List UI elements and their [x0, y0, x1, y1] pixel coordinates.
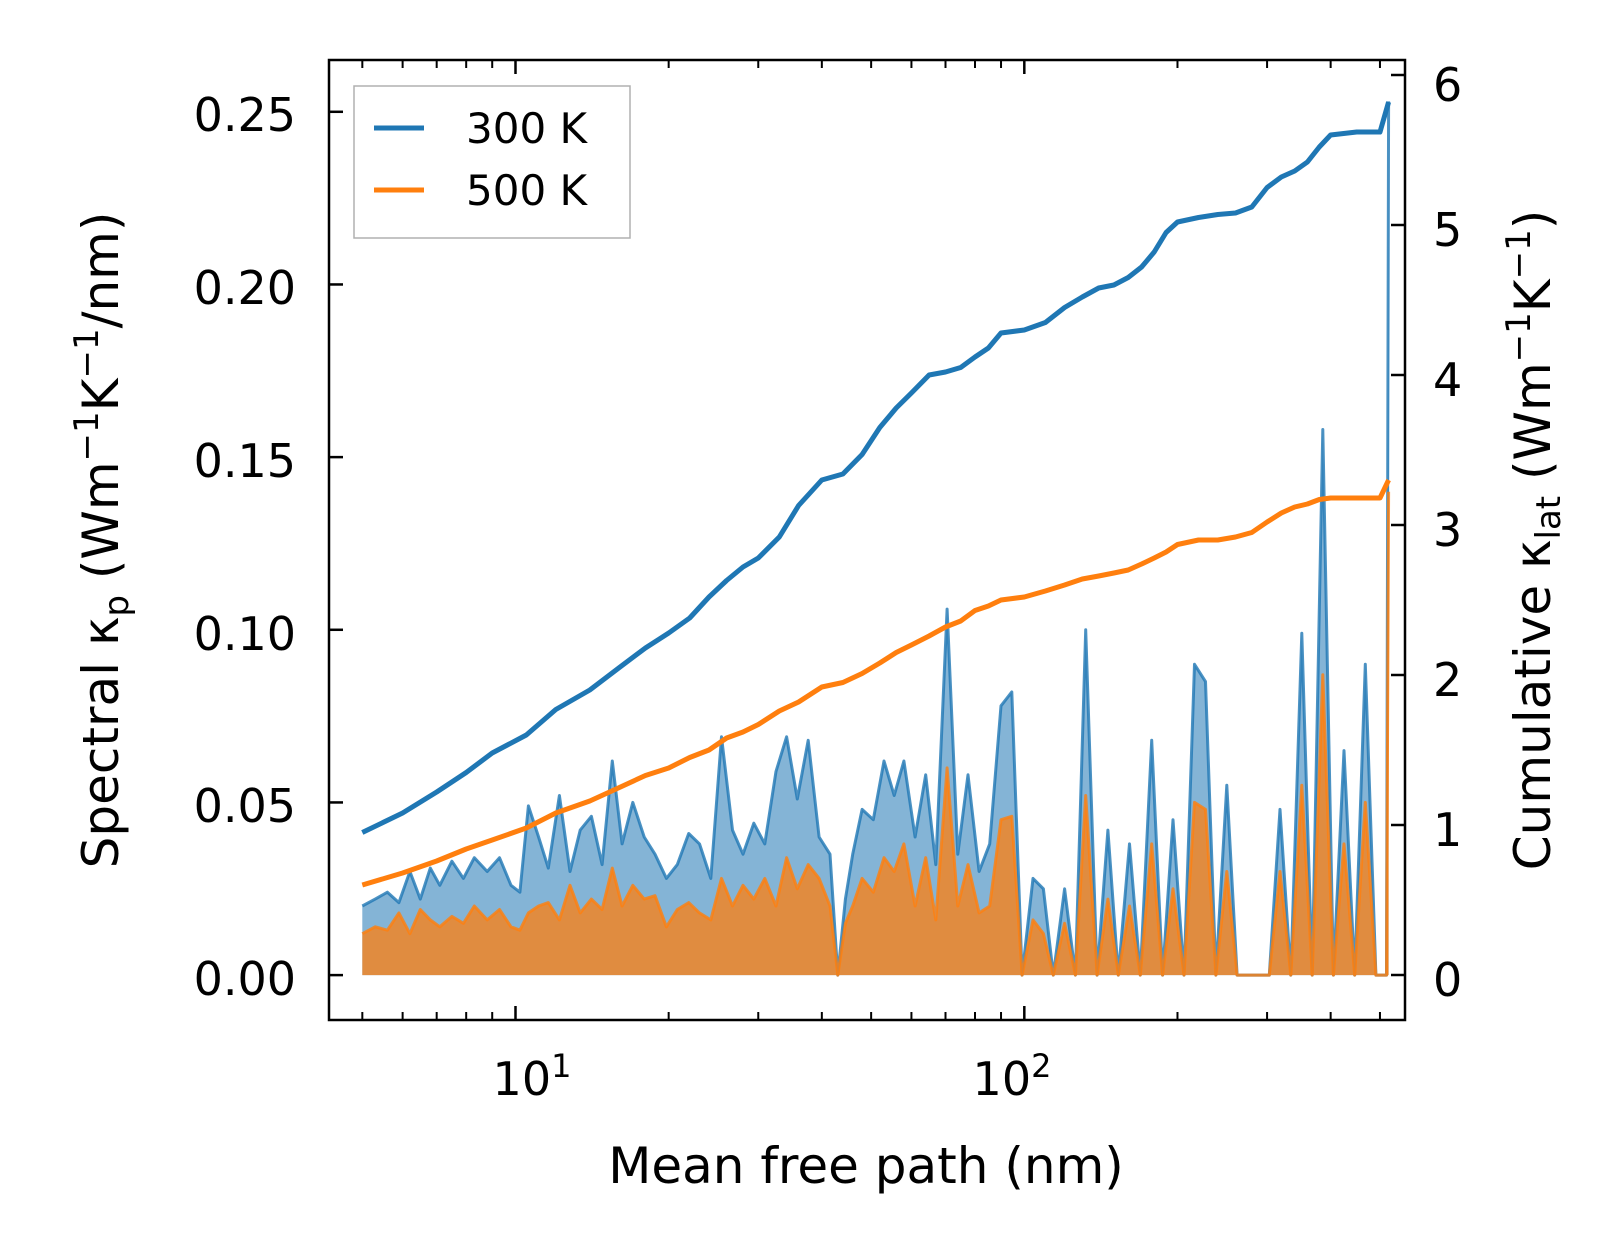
y-right-tick-label: 3 — [1433, 503, 1462, 557]
spectral-line-500k — [361, 491, 1391, 977]
x-tick-label-100: 102 — [973, 1047, 1052, 1106]
x-tick-label-10: 101 — [493, 1047, 572, 1106]
y-left-tick-label: 0.25 — [194, 88, 296, 142]
legend: 300 K 500 K — [353, 85, 631, 239]
spectral-series-layer — [361, 101, 1391, 977]
y-right-tick-label: 1 — [1433, 803, 1462, 857]
y-left-tick-label: 0.05 — [194, 779, 296, 833]
y-right-tick-label: 2 — [1433, 653, 1462, 707]
x-axis-title: Mean free path (nm) — [608, 1137, 1124, 1195]
ticks-layer — [329, 60, 1405, 1020]
spectral-area-300k — [362, 101, 1389, 976]
y-left-tick-label: 0.15 — [194, 434, 296, 488]
legend-box — [353, 85, 631, 239]
y-right-axis-title: Cumulative κlat (Wm−1K−1) — [1499, 210, 1569, 870]
legend-label-500k: 500 K — [466, 166, 589, 215]
y-left-tick-label: 0.00 — [194, 952, 296, 1006]
spectral-area-500k — [362, 491, 1389, 976]
cumulative-series-layer — [361, 101, 1392, 888]
y-right-tick-label: 6 — [1433, 58, 1462, 112]
y-right-tick-label: 4 — [1433, 353, 1462, 407]
legend-label-300k: 300 K — [466, 104, 589, 153]
y-right-tick-label: 0 — [1433, 953, 1462, 1007]
cumulative-line-500k — [361, 478, 1391, 888]
y-left-tick-label: 0.20 — [194, 261, 296, 315]
y-right-tick-label: 5 — [1433, 203, 1462, 257]
y-left-axis-title: Spectral κp (Wm−1K−1/nm) — [67, 212, 137, 869]
cumulative-line-300k — [361, 101, 1392, 835]
spectral-line-300k — [361, 101, 1391, 977]
plot-frame — [327, 58, 1407, 1022]
y-left-tick-label: 0.10 — [194, 607, 296, 661]
